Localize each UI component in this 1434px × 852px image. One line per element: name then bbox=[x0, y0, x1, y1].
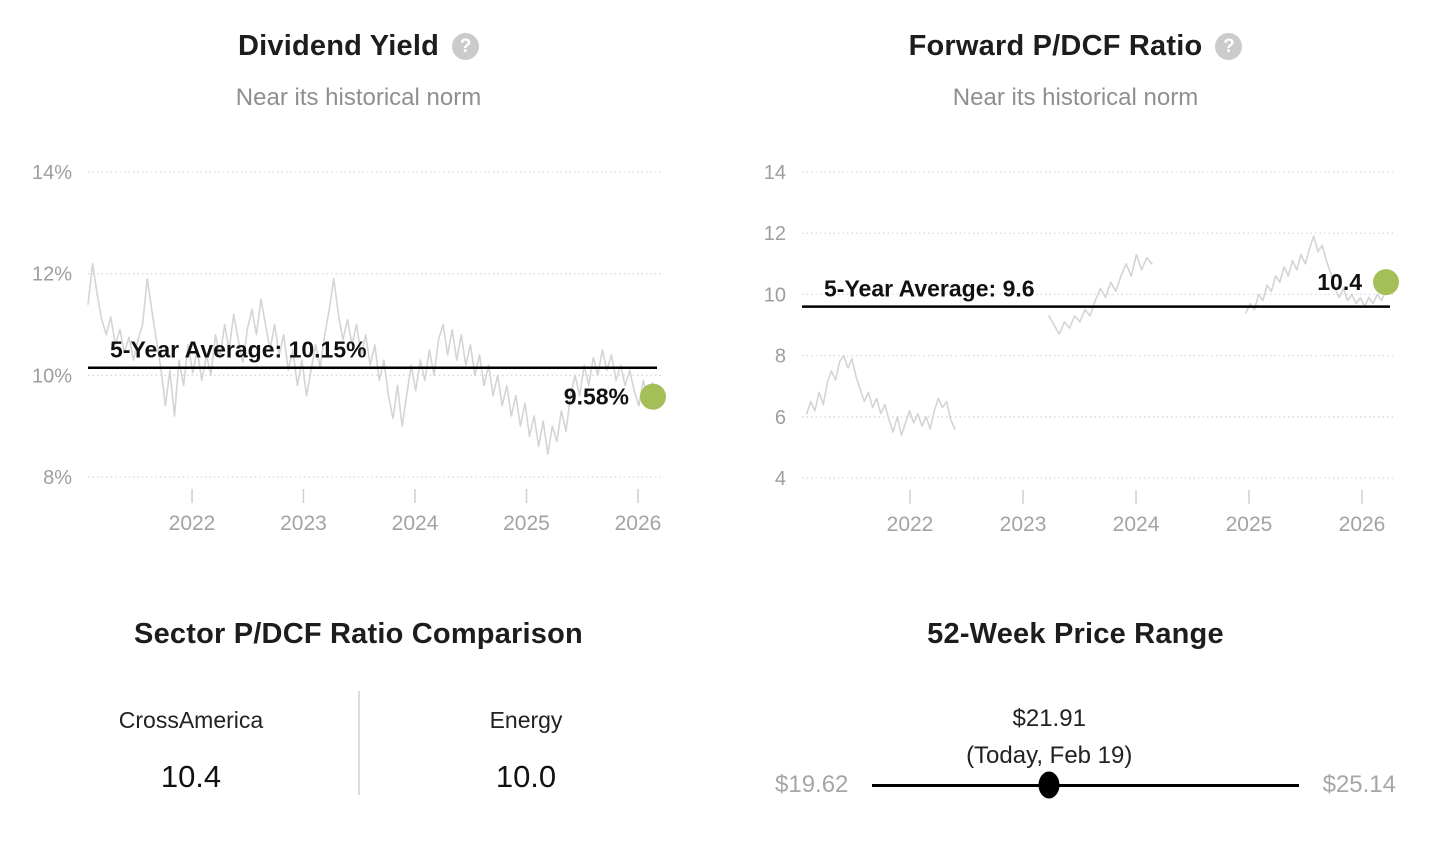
x-axis-label: 2022 bbox=[887, 513, 934, 536]
forward-pdcf-chart: 14 12 10 8 6 4 2022 2023 2024 2025 2026 5-Year Aver… bbox=[764, 162, 1399, 536]
average-label: 5-Year Average: 9.6 bbox=[824, 276, 1035, 302]
x-axis-label: 2024 bbox=[392, 512, 439, 535]
dividend-yield-panel: Dividend Yield ? Near its historical nor… bbox=[0, 0, 717, 565]
divider bbox=[357, 691, 360, 795]
chart-header: Dividend Yield ? bbox=[0, 0, 717, 63]
x-axis-label: 2026 bbox=[1339, 513, 1386, 536]
question-mark-icon[interactable]: ? bbox=[452, 33, 479, 60]
chart-title: Forward P/DCF Ratio bbox=[908, 30, 1203, 62]
price-history-line bbox=[87, 262, 658, 455]
charts-row: Dividend Yield ? Near its historical nor… bbox=[0, 0, 1434, 565]
company-name: CrossAmerica bbox=[118, 707, 264, 733]
current-price-label: $21.91 bbox=[1012, 704, 1086, 732]
high-price-label: $25.14 bbox=[1322, 771, 1396, 798]
x-axis-label: 2023 bbox=[280, 512, 327, 535]
chart-header: Forward P/DCF Ratio ? bbox=[717, 0, 1434, 63]
forward-pdcf-panel: Forward P/DCF Ratio ? Near its historica… bbox=[717, 0, 1434, 565]
price-history-line bbox=[805, 354, 956, 437]
chart-subtitle: Near its historical norm bbox=[952, 84, 1199, 111]
price-range-track[interactable]: $21.91 (Today, Feb 19) bbox=[872, 705, 1299, 799]
comparison-sector-column: Energy 10.0 bbox=[360, 691, 693, 795]
price-range-slider: $19.62 $21.91 (Today, Feb 19) $25.14 bbox=[775, 705, 1396, 799]
current-value-dot bbox=[1373, 269, 1399, 296]
y-axis-label: 12 bbox=[764, 223, 786, 245]
x-axis-label: 2025 bbox=[1226, 513, 1273, 536]
y-axis-label: 8 bbox=[775, 346, 786, 368]
current-value-dot bbox=[640, 383, 666, 410]
sector-comparison-panel: Sector P/DCF Ratio Comparison CrossAmeri… bbox=[0, 565, 717, 852]
y-axis-label: 10 bbox=[764, 284, 786, 306]
chart-subtitle: Near its historical norm bbox=[235, 84, 482, 111]
current-value-label: 9.58% bbox=[564, 384, 629, 410]
y-axis-label: 12% bbox=[32, 264, 72, 286]
price-history-line bbox=[1245, 235, 1391, 314]
price-range-marker[interactable] bbox=[1038, 771, 1060, 799]
comparison-table: CrossAmerica 10.4 Energy 10.0 bbox=[0, 691, 717, 795]
x-axis-label: 2025 bbox=[503, 512, 550, 535]
current-price-date: (Today, Feb 19) bbox=[966, 741, 1133, 769]
dividend-yield-chart: 14% 12% 10% 8% 2022 2023 2024 2025 2026 5-Year Av… bbox=[32, 162, 666, 535]
chart-title: Dividend Yield bbox=[237, 30, 439, 62]
x-axis-label: 2026 bbox=[615, 512, 662, 535]
price-range-panel: 52-Week Price Range $19.62 $21.91 (Today… bbox=[717, 565, 1434, 852]
x-axis-label: 2022 bbox=[169, 512, 216, 535]
y-axis-label: 8% bbox=[43, 467, 72, 489]
y-axis-label: 14% bbox=[32, 162, 72, 184]
y-axis-label: 4 bbox=[775, 468, 786, 490]
section-title: 52-Week Price Range bbox=[927, 618, 1224, 650]
y-axis-label: 6 bbox=[775, 407, 786, 429]
question-mark-icon[interactable]: ? bbox=[1215, 33, 1243, 60]
low-price-label: $19.62 bbox=[775, 771, 849, 798]
average-label: 5-Year Average: 10.15% bbox=[110, 337, 367, 363]
sector-pdcf-value: 10.0 bbox=[495, 759, 557, 794]
company-pdcf-value: 10.4 bbox=[160, 759, 222, 794]
comparison-company-column: CrossAmerica 10.4 bbox=[25, 691, 358, 795]
sector-name: Energy bbox=[489, 707, 563, 733]
price-history-line bbox=[1048, 253, 1153, 335]
x-axis-label: 2024 bbox=[1113, 513, 1160, 536]
bottom-row: Sector P/DCF Ratio Comparison CrossAmeri… bbox=[0, 565, 1434, 852]
current-price-group: $21.91 (Today, Feb 19) bbox=[966, 705, 1132, 770]
y-axis-label: 10% bbox=[32, 365, 72, 387]
section-title: Sector P/DCF Ratio Comparison bbox=[134, 618, 583, 650]
y-axis-label: 14 bbox=[764, 162, 786, 184]
current-value-label: 10.4 bbox=[1317, 269, 1362, 295]
x-axis-label: 2023 bbox=[1000, 513, 1047, 536]
